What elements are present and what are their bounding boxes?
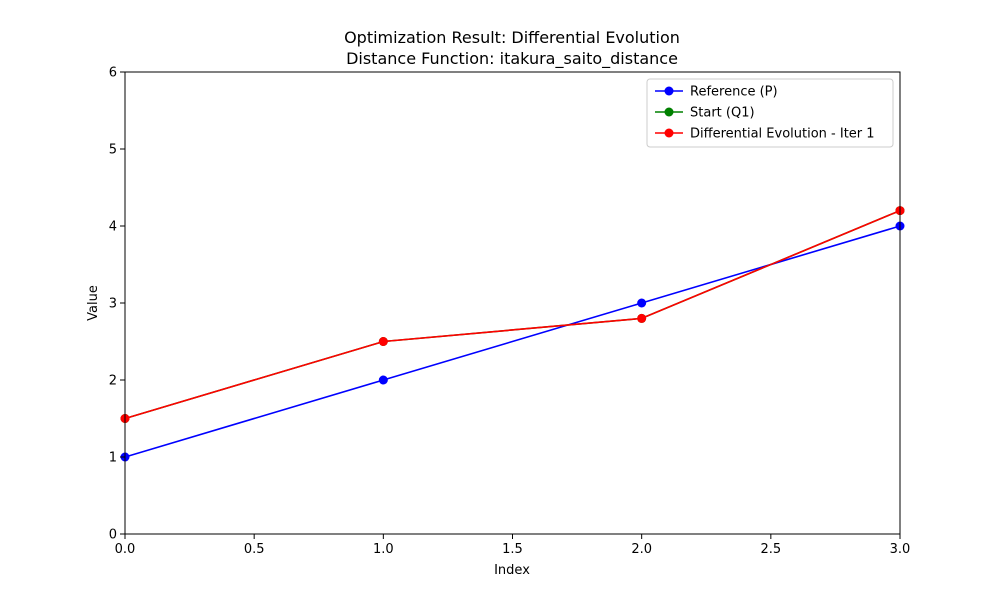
y-tick-label: 6 [109, 66, 117, 81]
series-line [124, 209, 901, 420]
series-2 [120, 206, 905, 423]
series-3 [120, 206, 905, 423]
chart-title: Optimization Result: Differential Evolut… [344, 28, 680, 47]
x-tick-label: 1.5 [502, 542, 523, 557]
y-axis-label: Value [86, 285, 101, 321]
data-point [637, 298, 647, 308]
legend-label: Differential Evolution - Iter 1 [690, 127, 875, 142]
x-axis-label: Index [494, 563, 530, 578]
legend-item: Reference (P) [655, 85, 778, 100]
y-axis: 0 1 2 3 4 5 6 [109, 66, 125, 543]
data-point [378, 337, 388, 346]
y-tick-label: 1 [109, 451, 117, 466]
data-point [378, 375, 388, 385]
x-tick-label: 0.5 [244, 542, 265, 557]
y-tick-label: 4 [109, 220, 117, 235]
x-tick-label: 0.0 [115, 542, 136, 557]
y-tick-label: 0 [109, 528, 117, 543]
legend-swatch-marker [664, 86, 674, 96]
series-line [124, 209, 901, 420]
x-axis: 0.0 0.5 1.0 1.5 2.0 2.5 3.0 [115, 534, 911, 557]
legend-label: Reference (P) [690, 85, 778, 100]
y-tick-label: 3 [109, 297, 117, 312]
y-tick-label: 2 [109, 374, 117, 389]
legend-item: Start (Q1) [655, 106, 755, 121]
legend-swatch-marker [664, 128, 674, 138]
y-tick-label: 5 [109, 143, 117, 158]
legend-item: Differential Evolution - Iter 1 [655, 127, 875, 142]
chart-subtitle: Distance Function: itakura_saito_distanc… [346, 49, 678, 69]
x-tick-label: 2.0 [631, 542, 652, 557]
x-tick-label: 3.0 [890, 542, 911, 557]
legend: Reference (P) Start (Q1) Differential Evol… [646, 78, 894, 148]
data-point [637, 313, 647, 323]
plot-lines [120, 206, 905, 462]
legend-box [646, 78, 894, 148]
series-line [124, 225, 901, 458]
x-tick-label: 2.5 [760, 542, 781, 557]
x-tick-label: 1.0 [373, 542, 394, 557]
legend-swatch-marker [664, 107, 674, 117]
legend-label: Start (Q1) [690, 106, 755, 121]
